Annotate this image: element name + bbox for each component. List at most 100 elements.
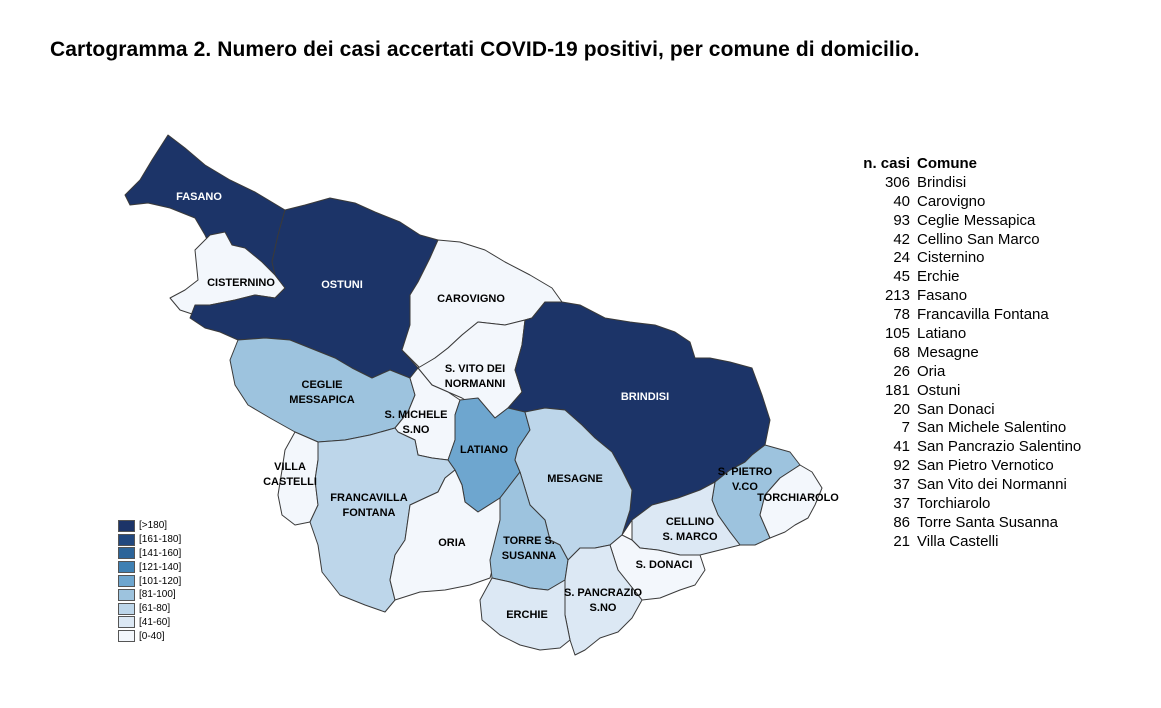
row-count: 37: [893, 476, 910, 494]
label-line: CAROVIGNO: [437, 293, 505, 305]
table-row: 37 San Vito dei Normanni: [858, 475, 1081, 494]
table-row: 45 Erchie: [858, 267, 1081, 286]
header-name: Comune: [917, 154, 977, 172]
legend-item: [101-120]: [118, 574, 181, 588]
label-torre: TORRE S. SUSANNA: [502, 535, 556, 562]
row-name: San Pietro Vernotico: [917, 457, 1054, 475]
legend-label: [121-140]: [139, 561, 182, 573]
legend-item: [121-140]: [118, 560, 181, 574]
label-line: ERCHIE: [506, 609, 548, 621]
label-line: CISTERNINO: [207, 277, 275, 289]
table-row: 78 Francavilla Fontana: [858, 305, 1081, 324]
row-name: Oria: [917, 362, 946, 380]
label-spietro: S. PIETRO V.CO: [718, 466, 773, 493]
table-header: n. casi Comune: [858, 154, 1081, 173]
row-name: Ostuni: [917, 381, 961, 399]
legend-swatch: [118, 630, 135, 643]
label-ceglie: CEGLIE MESSAPICA: [289, 379, 354, 406]
table-row: 24 Cisternino: [858, 248, 1081, 267]
row-name: Erchie: [917, 268, 960, 286]
label-line: S. MICHELE: [385, 409, 448, 421]
table-row: 92 San Pietro Vernotico: [858, 456, 1081, 475]
label-line: NORMANNI: [445, 378, 506, 390]
map-labels-layer: FASANO OSTUNI CISTERNINO CAROVIGNO CEGLIE MES…: [176, 191, 839, 621]
label-torchiarolo: TORCHIAROLO: [757, 492, 839, 504]
row-name: Brindisi: [917, 173, 967, 191]
region-torchiarolo[interactable]: [759, 464, 823, 539]
row-name: Mesagne: [917, 343, 979, 361]
legend-swatch: [118, 616, 135, 629]
table-row: 7 San Michele Salentino: [858, 418, 1081, 437]
legend-swatch: [118, 575, 135, 588]
label-line: VILLA: [274, 461, 306, 473]
label-cellino: CELLINO S. MARCO: [663, 516, 718, 543]
label-line: TORRE S.: [503, 535, 555, 547]
legend-item: [61-80]: [118, 602, 181, 616]
region-erchie[interactable]: [479, 577, 571, 651]
label-line: S. PANCRAZIO: [564, 587, 642, 599]
legend-swatch: [118, 561, 135, 574]
label-line: TORCHIAROLO: [757, 492, 839, 504]
row-count: 41: [893, 438, 910, 456]
row-name: Francavilla Fontana: [917, 306, 1049, 324]
row-count: 306: [884, 173, 910, 191]
label-latiano: LATIANO: [460, 444, 509, 456]
table-row: 41 San Pancrazio Salentino: [858, 437, 1081, 456]
row-name: Torchiarolo: [917, 494, 991, 512]
row-count: 93: [893, 211, 910, 229]
row-name: Ceglie Messapica: [917, 211, 1036, 229]
row-count: 45: [893, 268, 910, 286]
row-name: San Pancrazio Salentino: [917, 438, 1082, 456]
table-row: 40 Carovigno: [858, 192, 1081, 211]
label-line: S.NO: [403, 424, 430, 436]
legend-item: [141-160]: [118, 547, 181, 561]
table-row: 213 Fasano: [858, 286, 1081, 305]
legend-item: [161-180]: [118, 533, 181, 547]
table-row: 42 Cellino San Marco: [858, 230, 1081, 249]
label-fasano: FASANO: [176, 191, 222, 203]
table-row: 86 Torre Santa Susanna: [858, 513, 1081, 532]
row-count: 21: [893, 532, 910, 550]
legend-label: [141-160]: [139, 547, 182, 559]
label-oria: ORIA: [438, 537, 466, 549]
legend-swatch: [118, 519, 135, 532]
row-name: Cisternino: [917, 249, 985, 267]
label-mesagne: MESAGNE: [547, 473, 603, 485]
label-line: S. VITO DEI: [445, 363, 505, 375]
label-line: FRANCAVILLA: [330, 492, 407, 504]
label-carovigno: CAROVIGNO: [437, 293, 505, 305]
label-line: S. MARCO: [663, 531, 718, 543]
row-count: 86: [893, 513, 910, 531]
label-line: CASTELLI: [263, 476, 317, 488]
legend: [>180] [161-180] [141-160] [121-140] [101-12…: [118, 519, 181, 643]
row-count: 26: [893, 362, 910, 380]
label-line: SUSANNA: [502, 550, 556, 562]
label-line: CELLINO: [666, 516, 715, 528]
legend-label: [0-40]: [139, 630, 165, 642]
legend-swatch: [118, 547, 135, 560]
legend-item: [41-60]: [118, 616, 181, 630]
row-count: 7: [901, 419, 910, 437]
row-count: 42: [893, 230, 910, 248]
row-name: Fasano: [917, 287, 968, 305]
label-line: MESAGNE: [547, 473, 603, 485]
label-line: BRINDISI: [621, 391, 669, 403]
row-count: 24: [893, 249, 910, 267]
row-name: San Donaci: [917, 400, 995, 418]
label-line: OSTUNI: [321, 279, 363, 291]
label-line: FASANO: [176, 191, 222, 203]
map-title: Cartogramma 2. Numero dei casi accertati…: [50, 38, 920, 61]
row-name: San Vito dei Normanni: [917, 476, 1067, 494]
table-row: 37 Torchiarolo: [858, 494, 1081, 513]
row-count: 37: [893, 494, 910, 512]
label-cisternino: CISTERNINO: [207, 277, 275, 289]
row-count: 68: [893, 343, 910, 361]
legend-item: [81-100]: [118, 588, 181, 602]
row-count: 213: [884, 287, 910, 305]
table-row: 26 Oria: [858, 362, 1081, 381]
row-name: Villa Castelli: [917, 532, 999, 550]
label-line: MESSAPICA: [289, 394, 354, 406]
label-brindisi: BRINDISI: [621, 391, 669, 403]
label-francavilla: FRANCAVILLA FONTANA: [330, 492, 407, 519]
legend-item: [0-40]: [118, 629, 181, 643]
